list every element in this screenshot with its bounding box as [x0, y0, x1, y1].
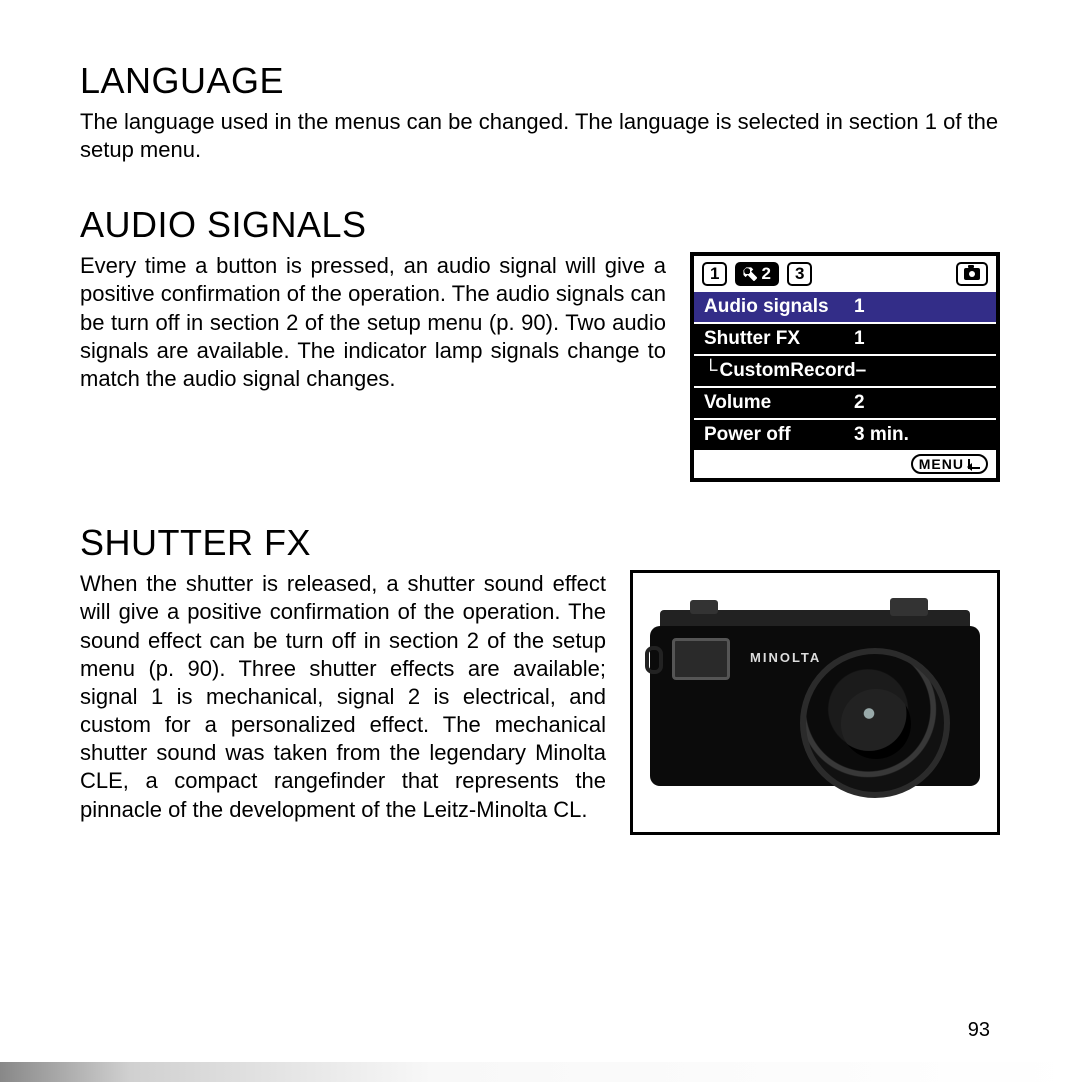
menu-tab-2-active[interactable]: 2 — [735, 262, 778, 286]
menu-return-button[interactable]: MENU — [911, 454, 988, 474]
menu-item-value: 1 — [854, 328, 986, 350]
heading-language: LANGUAGE — [80, 60, 1000, 102]
menu-item-label: Volume — [704, 392, 854, 414]
menu-item-audio-signals[interactable]: Audio signals 1 — [694, 292, 996, 322]
heading-shutter: SHUTTER FX — [80, 522, 1000, 564]
section-shutter: SHUTTER FX When the shutter is released,… — [80, 522, 1000, 835]
menu-tab-3[interactable]: 3 — [787, 262, 812, 286]
setup-menu-screen: 1 2 3 Audio signals 1 — [690, 252, 1000, 482]
heading-audio: AUDIO SIGNALS — [80, 204, 1000, 246]
body-language: The language used in the menus can be ch… — [80, 108, 1000, 164]
menu-item-label: Power off — [704, 424, 854, 446]
menu-item-custom-record[interactable]: └CustomRecord – — [694, 354, 996, 386]
menu-item-value: – — [856, 360, 986, 382]
manual-page: LANGUAGE The language used in the menus … — [0, 0, 1080, 1082]
menu-button-label: MENU — [919, 456, 964, 472]
menu-items: Audio signals 1 Shutter FX 1 └CustomReco… — [694, 292, 996, 450]
menu-item-power-off[interactable]: Power off 3 min. — [694, 418, 996, 450]
camera-illustration: MINOLTA — [650, 598, 980, 808]
menu-item-value: 2 — [854, 392, 986, 414]
camera-brand-label: MINOLTA — [750, 650, 821, 665]
camera-mode-icon[interactable] — [956, 262, 988, 286]
menu-tabbar: 1 2 3 — [694, 256, 996, 292]
menu-item-value: 1 — [854, 296, 986, 318]
section-language: LANGUAGE The language used in the menus … — [80, 60, 1000, 164]
menu-item-label: Audio signals — [704, 296, 854, 318]
menu-item-shutter-fx[interactable]: Shutter FX 1 — [694, 322, 996, 354]
menu-item-value: 3 min. — [854, 424, 986, 446]
page-number: 93 — [968, 1019, 990, 1042]
camera-photo-frame: MINOLTA — [630, 570, 1000, 835]
body-shutter: When the shutter is released, a shutter … — [80, 570, 606, 823]
footer-gradient — [0, 1062, 1080, 1082]
camera-lens-icon — [800, 648, 950, 798]
menu-item-volume[interactable]: Volume 2 — [694, 386, 996, 418]
section-audio: AUDIO SIGNALS Every time a button is pre… — [80, 204, 1000, 482]
wrench-icon — [743, 267, 757, 281]
menu-item-label: Shutter FX — [704, 328, 854, 350]
menu-item-label: └CustomRecord — [704, 360, 856, 382]
menu-tab-1[interactable]: 1 — [702, 262, 727, 286]
menu-tab-2-label: 2 — [761, 264, 770, 284]
body-audio: Every time a button is pressed, an audio… — [80, 252, 666, 393]
menu-footer: MENU — [694, 450, 996, 478]
return-icon — [968, 459, 980, 469]
